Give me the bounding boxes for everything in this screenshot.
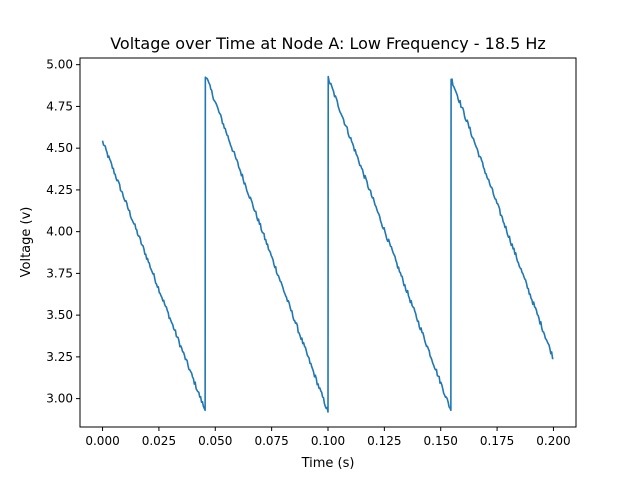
y-tick-label: 4.75 bbox=[46, 99, 73, 113]
x-tick-label: 0.150 bbox=[424, 434, 458, 448]
plot-area bbox=[101, 75, 554, 413]
y-tick-label: 5.00 bbox=[46, 58, 73, 72]
x-tick-label: 0.100 bbox=[311, 434, 345, 448]
chart-title: Voltage over Time at Node A: Low Frequen… bbox=[110, 34, 546, 53]
x-tick-label: 0.000 bbox=[85, 434, 119, 448]
x-tick-label: 0.075 bbox=[254, 434, 288, 448]
y-tick-label: 3.50 bbox=[46, 308, 73, 322]
y-tick-label: 3.00 bbox=[46, 392, 73, 406]
y-tick-label: 4.00 bbox=[46, 225, 73, 239]
y-tick-label: 4.50 bbox=[46, 141, 73, 155]
x-tick-label: 0.200 bbox=[536, 434, 570, 448]
y-tick-label: 4.25 bbox=[46, 183, 73, 197]
y-tick-label: 3.25 bbox=[46, 350, 73, 364]
y-axis: 3.00 3.25 3.50 3.75 4.00 4.25 4.50 4.75 5.00 bbox=[46, 58, 80, 406]
x-tick-label: 0.175 bbox=[480, 434, 514, 448]
y-tick-label: 3.75 bbox=[46, 266, 73, 280]
x-axis: 0.000 0.025 0.050 0.075 0.100 0.125 0.150 0.175… bbox=[85, 427, 571, 448]
y-axis-label: Voltage (v) bbox=[19, 207, 34, 278]
x-tick-label: 0.025 bbox=[142, 434, 176, 448]
x-tick-label: 0.125 bbox=[367, 434, 401, 448]
x-tick-label: 0.050 bbox=[198, 434, 232, 448]
voltage-series-line bbox=[101, 75, 554, 413]
x-axis-label: Time (s) bbox=[301, 456, 355, 471]
